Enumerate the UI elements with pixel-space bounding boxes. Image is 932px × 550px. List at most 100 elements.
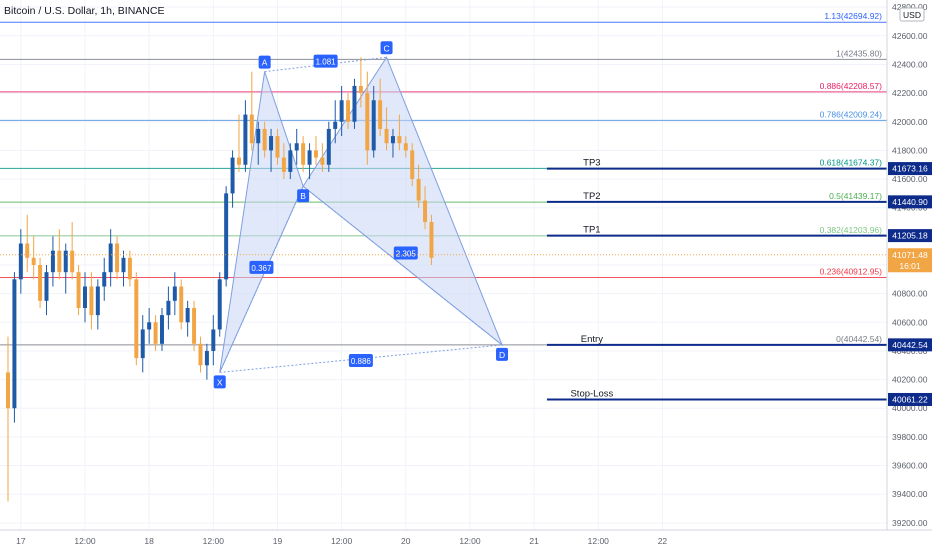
candle-body: [57, 250, 62, 273]
time-tick-label: 18: [144, 536, 154, 546]
trade-label-tp3: TP3: [583, 158, 600, 169]
candle-body: [243, 114, 248, 165]
candle-body: [172, 286, 177, 301]
price-tick-label: 39200.00: [892, 518, 928, 528]
candle-body: [275, 136, 280, 158]
price-tag-label: 41673.16: [892, 164, 928, 174]
price-tick-label: 40200.00: [892, 375, 928, 385]
currency-label: USD: [903, 10, 921, 20]
candle-body: [423, 200, 428, 223]
time-tick-label: 12:00: [203, 536, 225, 546]
pattern-ratio-label: 1.081: [316, 58, 337, 67]
fib-levels: 1.13(42694.92) 1(42435.80) 0.886(42208.57)…: [0, 11, 887, 346]
fib-label: 0.886(42208.57): [820, 81, 883, 91]
candle-body: [358, 85, 363, 94]
candle-body: [365, 93, 370, 151]
candles: [6, 57, 434, 502]
trade-label-tp2: TP2: [583, 191, 600, 202]
pattern-point-label: X: [217, 377, 223, 387]
price-tick-label: 39800.00: [892, 432, 928, 442]
price-tag-bg: [888, 392, 932, 406]
candle-body: [333, 121, 338, 129]
candle-body: [410, 150, 415, 180]
pattern-ratio-line: [302, 185, 503, 346]
last-price-label: 41071.48: [892, 250, 928, 260]
candle-body: [378, 100, 383, 129]
candle-body: [294, 143, 299, 151]
price-tag-bg: [888, 195, 932, 209]
pattern-bcd-triangle: [302, 56, 504, 347]
candle-body: [320, 157, 325, 165]
time-axis[interactable]: 17 12:00 18 12:00 19 12:00 20 12:00 21 12:00 22: [16, 536, 667, 546]
candle-body: [63, 250, 68, 273]
candle-body: [230, 157, 235, 194]
price-tags: 41673.16 41440.90 41205.18 40442.54 40061.22…: [0, 162, 932, 406]
pattern-point-b[interactable]: [297, 189, 310, 203]
price-tag-label: 41440.90: [892, 197, 928, 207]
price-tick-label: 40800.00: [892, 289, 928, 299]
candle-body: [269, 136, 274, 151]
price-tick-label: 42600.00: [892, 31, 928, 41]
price-tick-label: 42200.00: [892, 88, 928, 98]
pattern-ratio-label: 0.886: [351, 357, 372, 366]
pattern-point-label: A: [262, 58, 268, 68]
trade-label-entry: Entry: [581, 334, 603, 345]
candle-body: [159, 315, 164, 344]
fib-label: 1(42435.80): [836, 48, 882, 58]
price-tag-label: 41205.18: [892, 231, 928, 241]
pattern-point-label: D: [499, 350, 505, 360]
trade-label-tp1: TP1: [583, 225, 600, 236]
pattern-ratio-badge: [313, 54, 338, 68]
candle-body: [346, 100, 351, 122]
price-tick-label: 41600.00: [892, 174, 928, 184]
fib-label: 0(40442.54): [836, 334, 882, 344]
pattern-point-c[interactable]: [380, 41, 393, 55]
fib-label: 0.382(41203.96): [820, 225, 883, 235]
pattern-xab-triangle: [219, 71, 304, 373]
candle-body: [429, 222, 434, 258]
price-tick-label: 42000.00: [892, 117, 928, 127]
candle-body: [339, 100, 344, 122]
fib-label: 1.13(42694.92): [824, 11, 882, 21]
price-tick-label: 42400.00: [892, 59, 928, 69]
candle-body: [38, 265, 43, 301]
candle-body: [44, 272, 49, 301]
pattern-point-label: B: [300, 191, 306, 201]
candle-body: [76, 272, 81, 308]
candle-body: [390, 136, 395, 144]
candle-body: [83, 286, 87, 308]
candle-body: [153, 322, 158, 344]
price-tag-bg: [888, 162, 932, 176]
candle-body: [204, 350, 209, 366]
price-tag-label: 40442.54: [892, 340, 928, 350]
time-tick-label: 12:00: [588, 536, 610, 546]
candle-body: [134, 279, 139, 359]
pattern-ratio-badge: [393, 246, 418, 260]
time-tick-label: 12:00: [74, 536, 96, 546]
pattern-point-a[interactable]: [258, 55, 271, 69]
candle-body: [224, 193, 229, 280]
candle-body: [147, 322, 152, 330]
candle-body: [179, 286, 184, 323]
time-tick-label: 22: [658, 536, 668, 546]
pattern-ratio-badge: [348, 353, 373, 367]
candle-body: [121, 257, 126, 273]
price-tick-label: 39400.00: [892, 489, 928, 499]
time-tick-label: 20: [401, 536, 411, 546]
pattern-ratio-badge: [249, 260, 274, 274]
trade-label-stop-loss: Stop-Loss: [570, 388, 613, 399]
price-tag-label: 40061.22: [892, 394, 928, 404]
harmonic-pattern[interactable]: X A B C D 1.081 0.367 2.305 0.886: [213, 41, 509, 389]
pattern-point-label: C: [383, 43, 389, 53]
pattern-point-d[interactable]: [496, 347, 509, 361]
currency-badge[interactable]: [899, 7, 925, 22]
candle-body: [198, 343, 203, 366]
candle-body: [50, 250, 55, 273]
candle-body: [301, 143, 306, 165]
time-tick-label: 12:00: [459, 536, 481, 546]
pattern-point-x[interactable]: [213, 375, 226, 389]
pattern-ratio-label: 0.367: [251, 264, 272, 273]
time-tick-label: 19: [273, 536, 283, 546]
candle-body: [127, 257, 132, 280]
